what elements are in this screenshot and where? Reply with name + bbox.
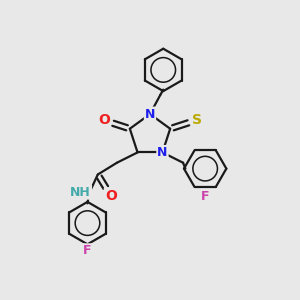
Text: NH: NH: [70, 186, 91, 199]
Text: S: S: [192, 113, 202, 127]
Text: O: O: [105, 189, 117, 202]
Text: N: N: [145, 108, 155, 121]
Text: F: F: [83, 244, 92, 257]
Text: F: F: [201, 190, 209, 203]
Text: N: N: [157, 146, 168, 159]
Text: O: O: [98, 113, 110, 128]
